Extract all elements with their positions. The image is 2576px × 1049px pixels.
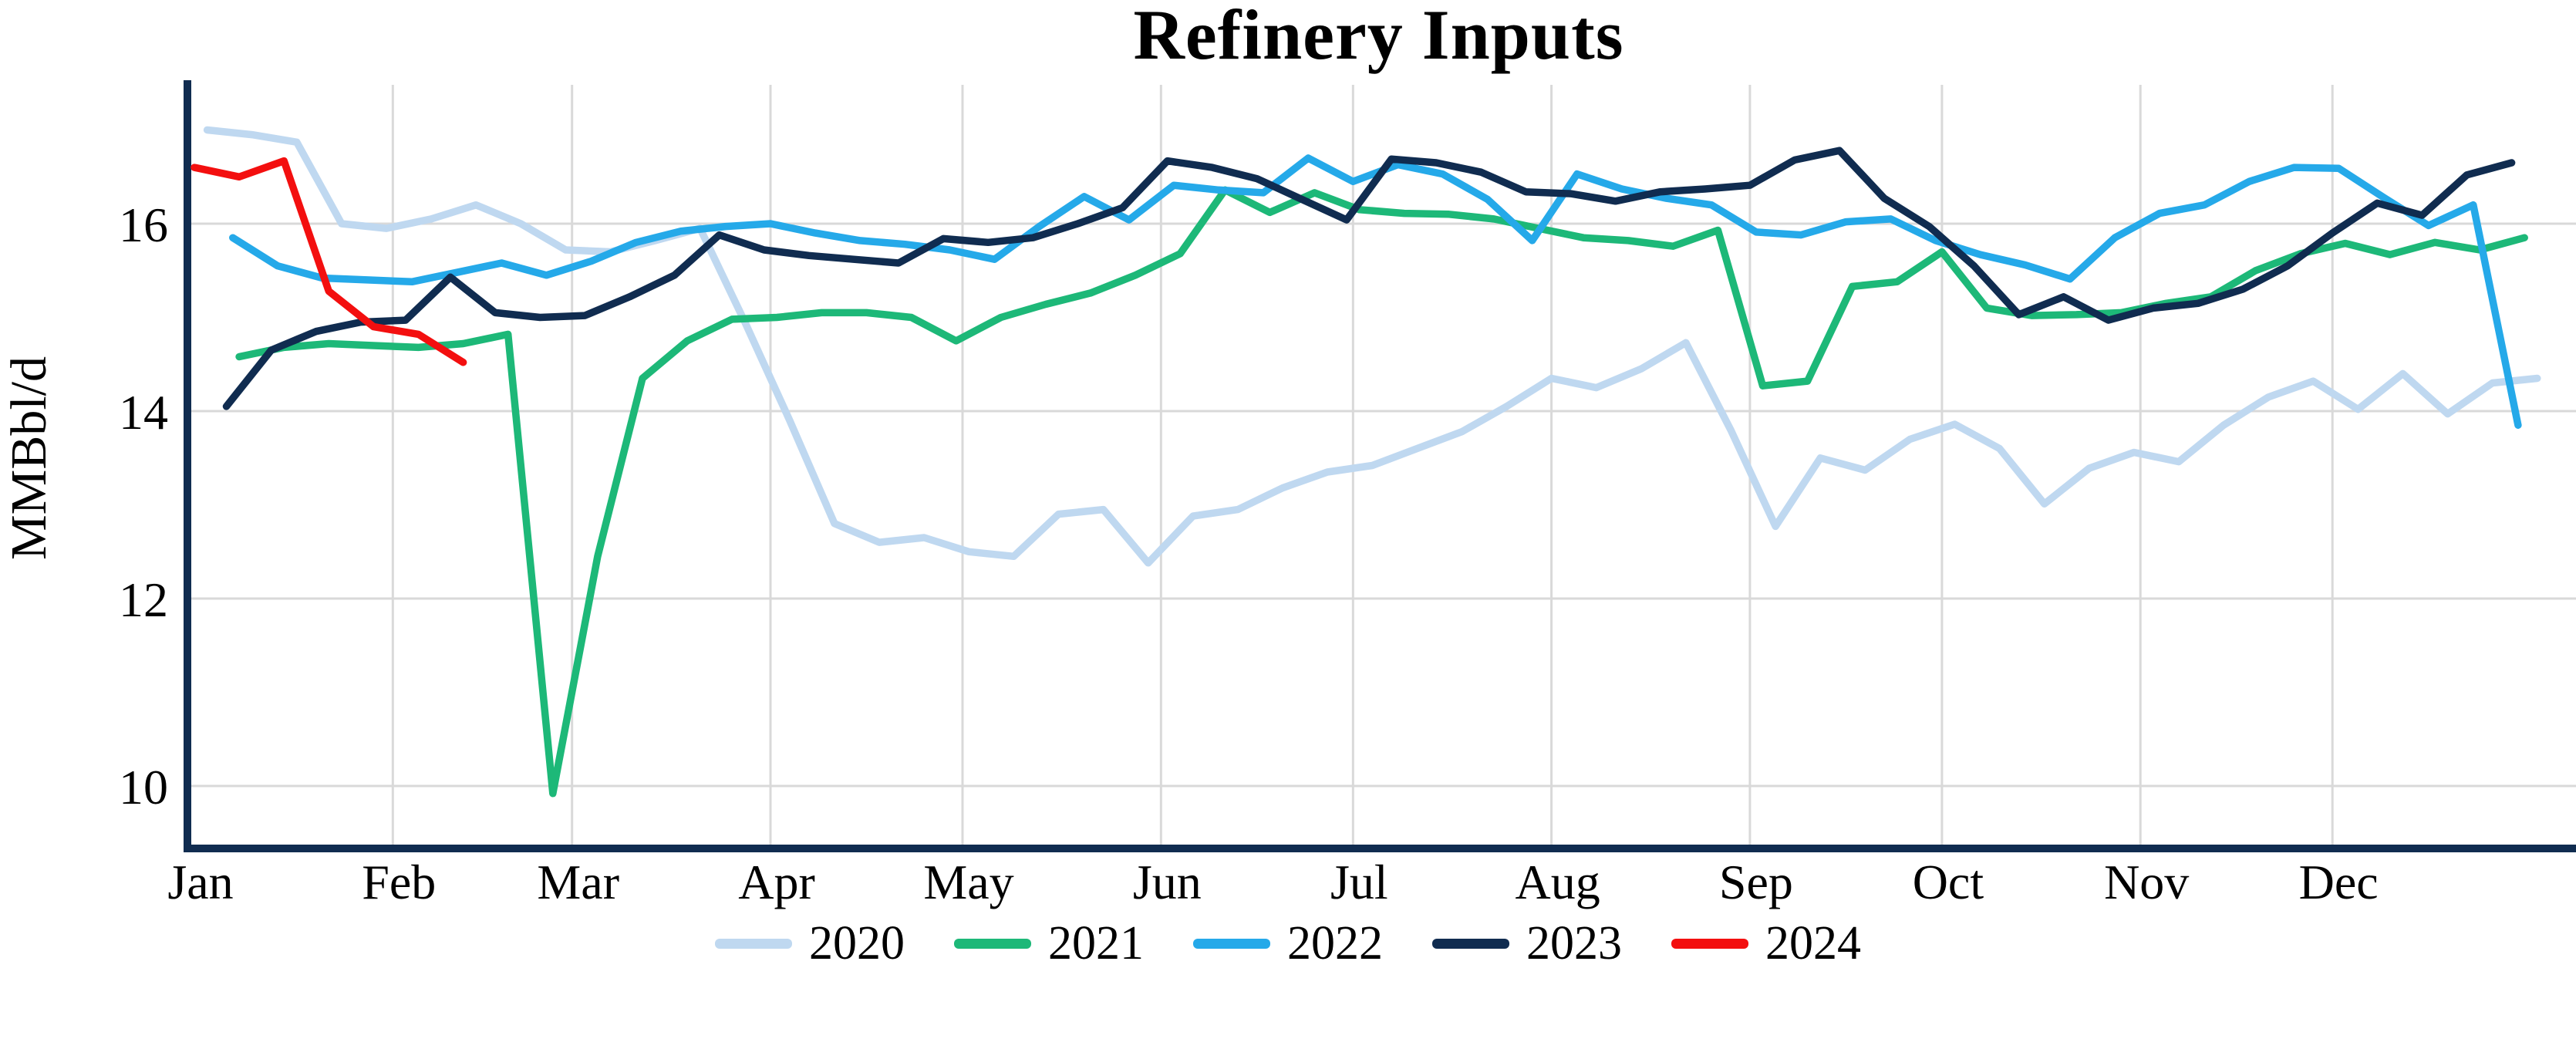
legend-label-2021: 2021	[1048, 917, 1144, 970]
y-tick-label-12: 12	[119, 572, 168, 627]
series-line-2023	[222, 147, 2516, 410]
legend: 2020 2021 2022 2023 2024	[0, 919, 2576, 967]
legend-swatch-2021	[954, 938, 1031, 949]
legend-swatch-2023	[1432, 938, 1509, 949]
x-tick-label-Nov: Nov	[2104, 855, 2189, 909]
legend-swatch-2024	[1671, 938, 1748, 949]
legend-item-2020[interactable]: 2020	[715, 919, 905, 967]
y-tick-label-10: 10	[119, 760, 168, 815]
legend-label-2024: 2024	[1765, 917, 1861, 970]
x-tick-label-Apr: Apr	[738, 855, 815, 909]
legend-label-2020: 2020	[809, 917, 905, 970]
x-tick-label-Jan: Jan	[167, 855, 233, 909]
legend-swatch-2020	[715, 938, 792, 949]
x-tick-label-Jul: Jul	[1330, 855, 1388, 909]
series-line-2020	[203, 126, 2541, 567]
y-axis-title: MMBbl/d	[1, 356, 57, 561]
legend-label-2022: 2022	[1287, 917, 1383, 970]
legend-item-2022[interactable]: 2022	[1193, 919, 1383, 967]
legend-swatch-2022	[1193, 938, 1270, 949]
x-tick-label-Sep: Sep	[1719, 855, 1793, 909]
chart-title: Refinery Inputs	[1133, 0, 1624, 74]
x-tick-label-Mar: Mar	[537, 855, 619, 909]
series-line-2021	[235, 186, 2528, 798]
series-line-2024	[191, 157, 467, 366]
legend-item-2024[interactable]: 2024	[1671, 919, 1861, 967]
x-tick-label-May: May	[923, 855, 1013, 909]
series-line-2022	[229, 154, 2522, 429]
y-tick-label-16: 16	[119, 197, 168, 252]
y-tick-label-14: 14	[119, 385, 168, 440]
x-tick-label-Dec: Dec	[2299, 855, 2379, 909]
x-tick-label-Oct: Oct	[1913, 855, 1984, 909]
legend-item-2023[interactable]: 2023	[1432, 919, 1622, 967]
legend-item-2021[interactable]: 2021	[954, 919, 1144, 967]
x-tick-label-Aug: Aug	[1515, 855, 1600, 909]
x-tick-label-Jun: Jun	[1133, 855, 1202, 909]
x-tick-label-Feb: Feb	[362, 855, 436, 909]
legend-label-2023: 2023	[1526, 917, 1622, 970]
